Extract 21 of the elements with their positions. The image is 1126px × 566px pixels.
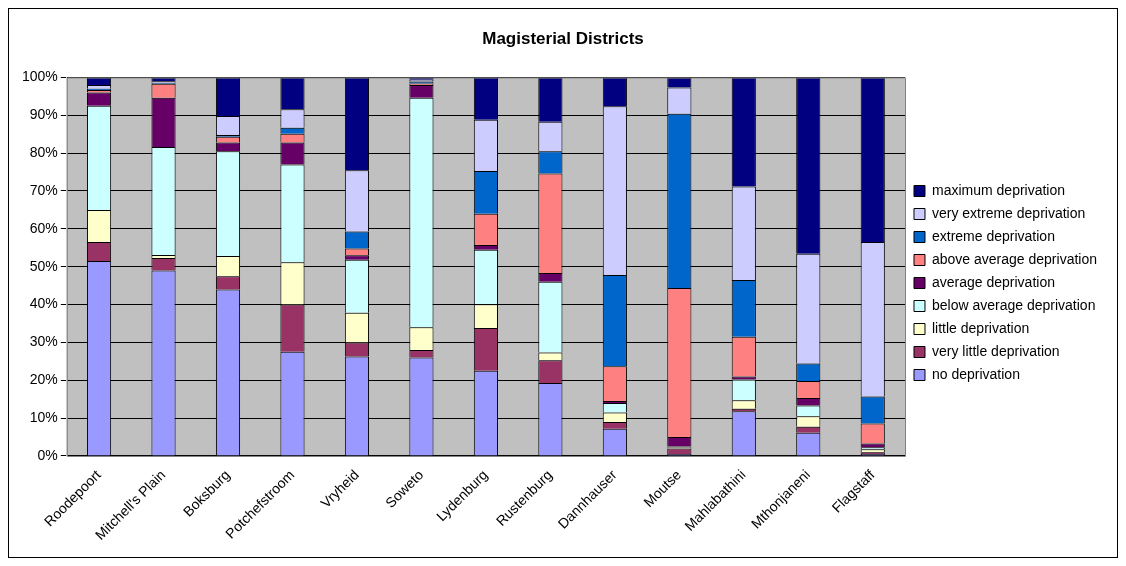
legend-label: no deprivation — [931, 365, 1020, 382]
y-tick-label: 80% — [29, 143, 58, 160]
legend-label: maximum deprivation — [931, 181, 1066, 198]
y-tick-label: 40% — [29, 295, 58, 312]
y-tick-label: 70% — [29, 181, 58, 198]
legend-label: very extreme deprivation — [931, 204, 1086, 221]
chart-title: Magisterial Districts — [482, 28, 644, 48]
y-tick-label: 90% — [29, 106, 58, 123]
legend-label: above average deprivation — [931, 250, 1098, 267]
legend-label: average deprivation — [931, 273, 1055, 290]
legend-label: little deprivation — [931, 319, 1030, 336]
y-tick-label: 30% — [29, 333, 58, 350]
legend-label: below average deprivation — [931, 296, 1096, 313]
y-tick-label: 10% — [29, 408, 58, 425]
legend-label: extreme deprivation — [931, 227, 1055, 244]
y-tick-label: 20% — [29, 371, 58, 388]
y-tick-label: 100% — [21, 68, 58, 85]
legend-label: very little deprivation — [931, 342, 1060, 359]
y-tick-label: 50% — [29, 257, 58, 274]
y-tick-label: 60% — [29, 219, 58, 236]
y-tick-label: 0% — [37, 446, 58, 463]
